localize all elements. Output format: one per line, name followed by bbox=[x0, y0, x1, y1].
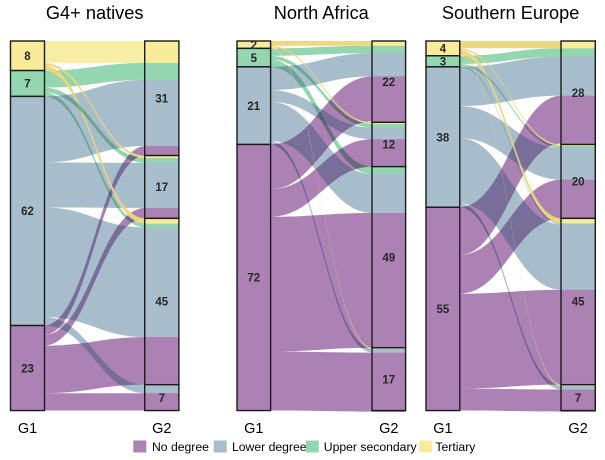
svg-text:55: 55 bbox=[437, 304, 450, 316]
svg-text:G1: G1 bbox=[433, 421, 452, 437]
svg-text:G2: G2 bbox=[379, 421, 398, 437]
svg-text:G1: G1 bbox=[244, 421, 263, 437]
svg-text:21: 21 bbox=[247, 101, 260, 113]
svg-text:North Africa: North Africa bbox=[274, 3, 370, 23]
svg-text:8: 8 bbox=[24, 51, 31, 63]
svg-text:G2: G2 bbox=[152, 421, 171, 437]
svg-text:Lower degree: Lower degree bbox=[232, 440, 307, 454]
svg-text:Southern Europe: Southern Europe bbox=[442, 3, 580, 23]
svg-text:20: 20 bbox=[572, 177, 585, 189]
svg-text:17: 17 bbox=[155, 182, 168, 194]
svg-text:23: 23 bbox=[21, 363, 34, 375]
svg-text:G2: G2 bbox=[568, 421, 587, 437]
svg-text:45: 45 bbox=[572, 297, 585, 309]
svg-text:38: 38 bbox=[437, 132, 450, 144]
svg-text:49: 49 bbox=[382, 252, 395, 264]
svg-text:31: 31 bbox=[155, 94, 168, 106]
svg-text:72: 72 bbox=[247, 273, 260, 285]
svg-text:4: 4 bbox=[440, 44, 447, 56]
svg-text:G4+ natives: G4+ natives bbox=[46, 3, 144, 23]
svg-text:28: 28 bbox=[572, 88, 585, 100]
svg-text:22: 22 bbox=[382, 77, 395, 89]
svg-text:7: 7 bbox=[575, 393, 581, 405]
svg-text:No degree: No degree bbox=[152, 440, 209, 454]
svg-text:45: 45 bbox=[155, 297, 168, 309]
svg-text:2: 2 bbox=[251, 40, 257, 52]
svg-text:G1: G1 bbox=[18, 421, 37, 437]
svg-text:17: 17 bbox=[382, 374, 395, 386]
svg-text:5: 5 bbox=[251, 53, 258, 65]
svg-text:7: 7 bbox=[24, 79, 30, 91]
svg-text:7: 7 bbox=[159, 393, 165, 405]
svg-text:62: 62 bbox=[21, 206, 34, 218]
svg-text:3: 3 bbox=[440, 57, 446, 69]
svg-text:Upper secondary: Upper secondary bbox=[324, 440, 418, 454]
svg-text:12: 12 bbox=[382, 140, 395, 152]
svg-text:Tertiary: Tertiary bbox=[435, 440, 476, 454]
